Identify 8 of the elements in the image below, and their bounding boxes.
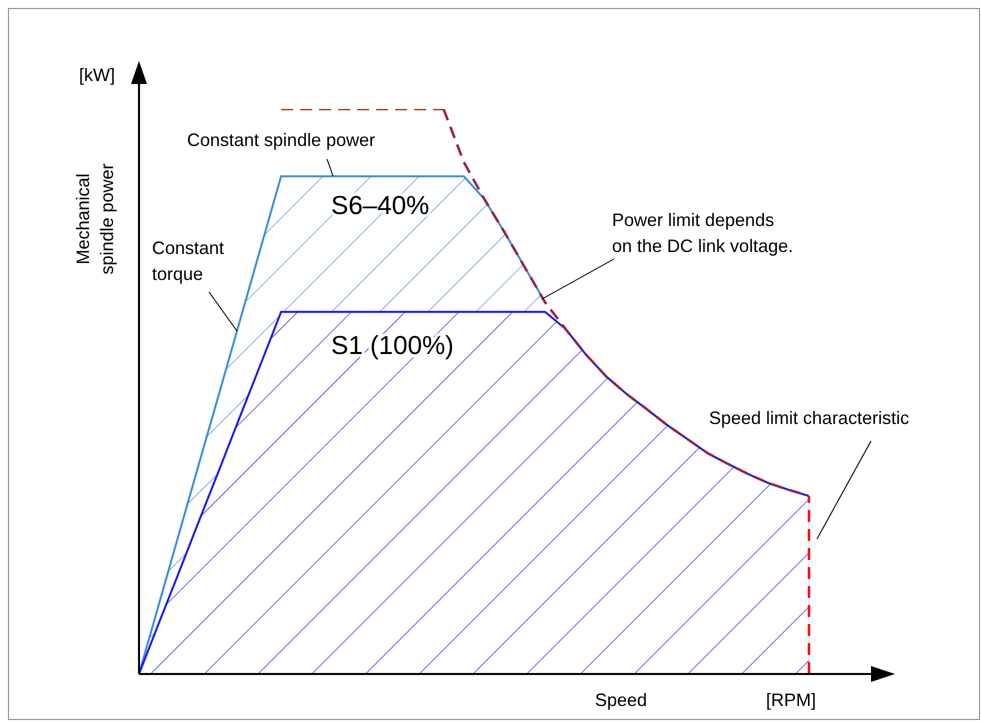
annotation: Speed limit characteristic [709,408,910,428]
annotation: Constant spindle power [187,130,376,150]
x-axis-title: Speed [594,690,648,710]
text: [RPM] [766,690,816,710]
annotation: Power limit depends on the DC link voltage. [612,210,794,256]
text: [kW] [79,65,115,85]
annotation: Constant torque [152,238,224,284]
y-axis-title: Mechanical spindle power [73,163,117,275]
